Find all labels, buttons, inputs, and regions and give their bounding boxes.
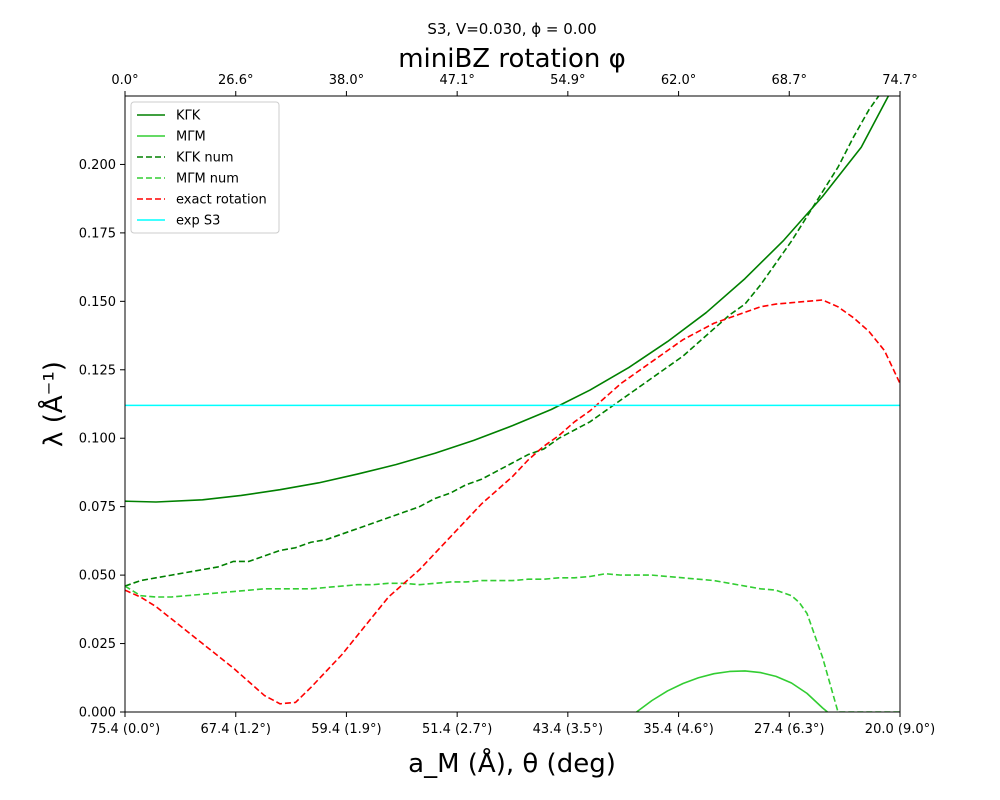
plot-frame (124, 95, 901, 713)
series-line-exact-rotation (125, 299, 900, 705)
x-tick-label: 43.4 (3.5°) (533, 722, 603, 737)
series-line-k-k-num (125, 96, 880, 587)
legend-label: KΓK (176, 109, 201, 124)
series-line-m-m (636, 670, 829, 712)
legend-box (130, 101, 280, 234)
x-tick-label: 20.0 (9.0°) (865, 722, 935, 737)
y-tick-label: 0.200 (79, 158, 116, 173)
chart-suptitle: S3, V=0.030, ϕ = 0.00 (427, 20, 596, 38)
legend-label: MΓM num (176, 172, 239, 187)
top-tick-label: 54.9° (550, 73, 585, 88)
y-tick-label: 0.025 (79, 637, 116, 652)
top-tick-label: 68.7° (772, 73, 807, 88)
series-layer (125, 96, 900, 712)
top-tick-label: 0.0° (111, 73, 138, 88)
top-tick-label: 74.7° (882, 73, 917, 88)
chart-title: miniBZ rotation φ (398, 44, 626, 74)
y-tick-label: 0.175 (79, 226, 116, 241)
y-tick-label: 0.075 (79, 500, 116, 515)
top-tick-label: 62.0° (661, 73, 696, 88)
legend-label: KΓK num (176, 151, 234, 166)
legend-label: MΓM (176, 130, 206, 145)
y-tick-label: 0.000 (79, 706, 116, 721)
series-line-k-k (125, 96, 890, 503)
axes-layer: 75.4 (0.0°) 67.4 (1.2°) 59.4 (1.9°) 51.4 (2… (79, 73, 935, 737)
x-tick-label: 35.4 (4.6°) (643, 722, 713, 737)
x-tick-label: 51.4 (2.7°) (422, 722, 492, 737)
y-axis-label: λ (Å⁻¹) (37, 361, 69, 447)
x-tick-label: 67.4 (1.2°) (201, 722, 271, 737)
top-tick-label: 26.6° (218, 73, 253, 88)
top-tick-label: 47.1° (439, 73, 474, 88)
legend: KΓK MΓM KΓK num MΓM num exact rotation exp S3 (130, 101, 280, 234)
x-axis-label: a_M (Å), θ (deg) (408, 747, 616, 779)
x-tick-label: 59.4 (1.9°) (311, 722, 381, 737)
series-line-m-m-num (125, 572, 900, 712)
y-tick-label: 0.125 (79, 363, 116, 378)
legend-items: KΓK MΓM KΓK num MΓM num exact rotation exp S3 (137, 109, 267, 229)
legend-label: exp S3 (176, 214, 220, 229)
y-tick-label: 0.050 (79, 569, 116, 584)
top-tick-label: 38.0° (329, 73, 364, 88)
x-tick-label: 27.4 (6.3°) (754, 722, 824, 737)
x-tick-label: 75.4 (0.0°) (90, 722, 160, 737)
y-tick-label: 0.100 (79, 432, 116, 447)
y-tick-label: 0.150 (79, 295, 116, 310)
legend-label: exact rotation (176, 193, 267, 208)
